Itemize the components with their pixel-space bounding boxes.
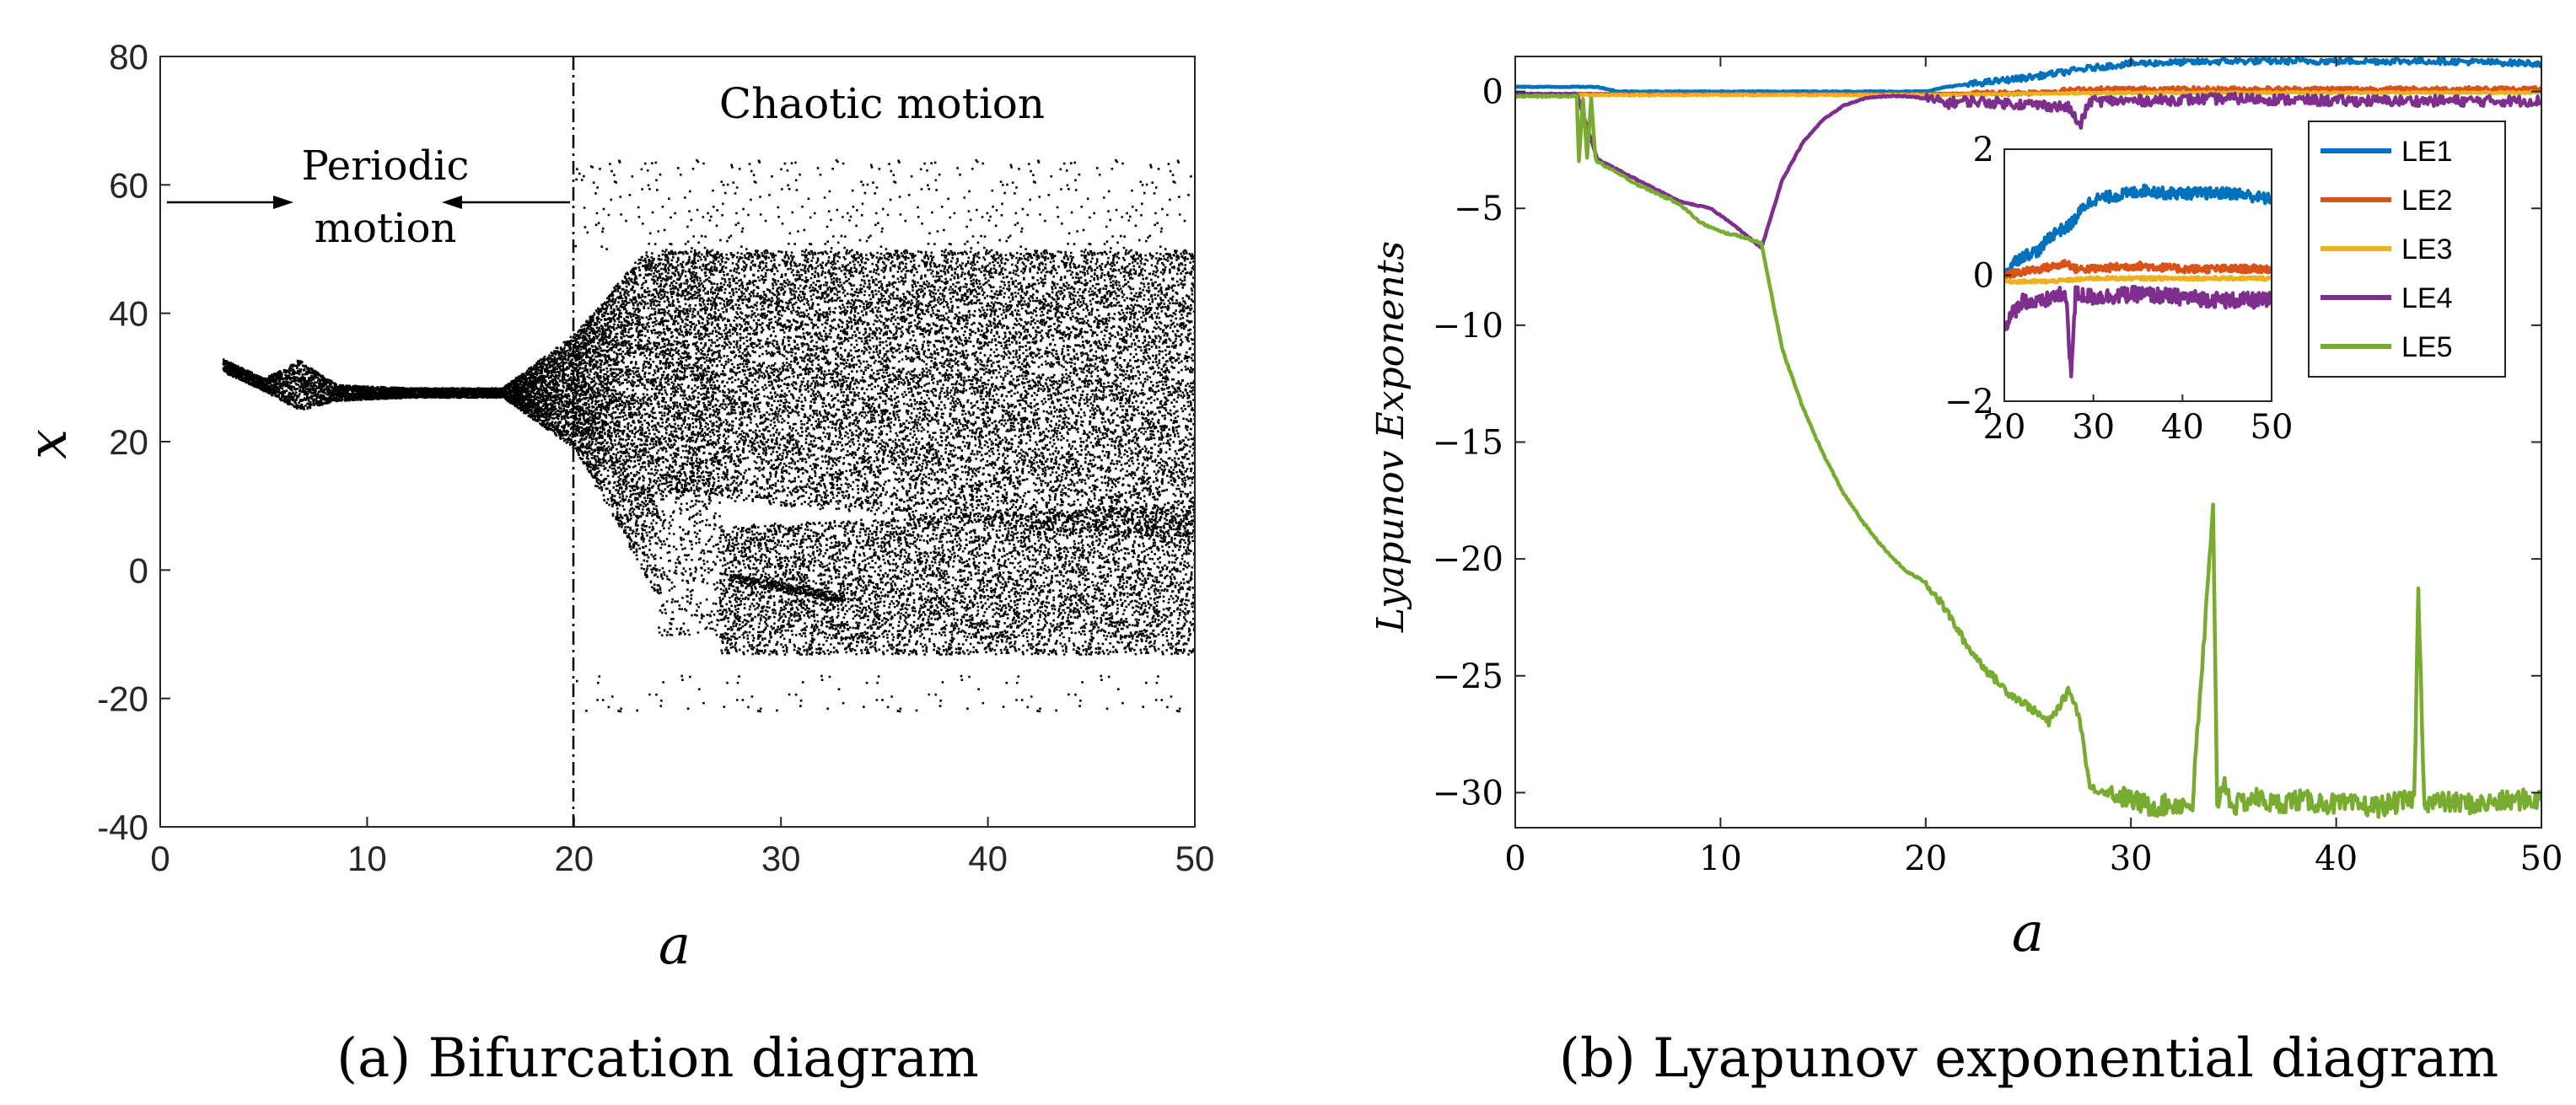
- lyapunov-diagram: 0 10 20 30 40 50−30−25−20−15−10−50 20 30 40 50−2…: [1369, 56, 2563, 964]
- y-axis-label: x: [17, 429, 79, 459]
- x-tick-label: 20: [554, 839, 594, 878]
- axes-box: [1514, 56, 2542, 829]
- bifurcation-diagram: 0 10 20 30 40 50 -40 -20 0 20 40 60 80 Periodic moti…: [17, 37, 1214, 977]
- legend-label: LE4: [2401, 282, 2453, 314]
- x-tick-label: 30: [2110, 839, 2153, 878]
- inset-x-tick-label: 30: [2072, 408, 2115, 447]
- annotation-chaotic: Chaotic motion: [719, 79, 1045, 128]
- series-line-le5: [1515, 93, 2541, 819]
- scatter-points: [222, 158, 1195, 713]
- y-tick-label: 0: [1482, 73, 1503, 112]
- lyapunov-series: [1515, 56, 2541, 819]
- inset-line-le4: [2004, 284, 2272, 378]
- series-line-le1: [1515, 56, 2541, 94]
- y-tick-label: 0: [129, 550, 148, 590]
- legend: LE1 LE2 LE3 LE4 LE5: [2308, 121, 2506, 378]
- inset-y-tick-label: −2: [1944, 383, 1994, 421]
- inset-x-tick-label: 50: [2251, 408, 2294, 447]
- inset-series: [2004, 183, 2272, 401]
- inset-box: [2003, 148, 2272, 402]
- bifurcation-points: [222, 158, 1195, 713]
- inset-y-tick-label: 0: [1973, 257, 1994, 296]
- x-axis-label: a: [659, 915, 691, 977]
- inset-plot: 20 30 40 50 −2 0 2: [1944, 131, 2293, 447]
- caption-a: (a) Bifurcation diagram: [336, 1027, 979, 1090]
- x-tick-label: 50: [1175, 839, 1215, 878]
- y-tick-label: −10: [1433, 307, 1503, 346]
- inset-y-tick-label: 2: [1973, 131, 1994, 169]
- y-axis-label: Lyapunov Exponents: [1369, 241, 1412, 633]
- arrow-right-head: [273, 196, 293, 209]
- legend-items: LE1 LE2 LE3 LE4 LE5: [2321, 136, 2453, 363]
- inset-line-le1: [2004, 183, 2272, 279]
- inset-x-tick-label: 20: [1983, 408, 2026, 447]
- series-line-le3: [1515, 89, 2541, 98]
- inset-line-le2: [2004, 259, 2272, 280]
- periodic-arrows: [167, 196, 570, 209]
- y-tick-label: 20: [109, 422, 148, 462]
- y-tick-label: −20: [1433, 540, 1503, 579]
- x-tick-label: 10: [1699, 839, 1742, 878]
- y-tick-label: −25: [1433, 657, 1503, 696]
- series-line-le4: [1515, 91, 2541, 250]
- arrow-left-head: [442, 196, 462, 209]
- axes-box: [159, 56, 1196, 828]
- y-tick-label: −30: [1433, 774, 1503, 813]
- caption-b-text: Lyapunov exponential diagram: [1636, 1027, 2498, 1090]
- y-tick-label: 40: [109, 294, 148, 334]
- x-tick-label: 50: [2520, 839, 2563, 878]
- legend-label: LE1: [2401, 136, 2453, 168]
- axis-ticks: 0 10 20 30 40 50 -40 -20 0 20 40 60 80: [97, 37, 1214, 878]
- inset-line-le3: [2004, 275, 2272, 286]
- x-tick-label: 0: [150, 839, 169, 878]
- legend-label: LE3: [2401, 233, 2453, 266]
- y-tick-label: −5: [1454, 190, 1503, 228]
- axis-ticks: 0 10 20 30 40 50−30−25−20−15−10−50: [1433, 56, 2563, 878]
- y-tick-label: -20: [97, 679, 148, 719]
- x-tick-label: 10: [347, 839, 387, 878]
- x-axis-label: a: [2012, 902, 2044, 964]
- annotation-periodic-line2: motion: [315, 205, 457, 252]
- inset-x-tick-label: 40: [2161, 408, 2204, 447]
- x-tick-label: 40: [2315, 839, 2358, 878]
- y-tick-label: −15: [1433, 424, 1503, 463]
- caption-a-text: Bifurcation diagram: [411, 1027, 979, 1090]
- legend-label: LE2: [2401, 185, 2453, 217]
- x-tick-label: 30: [761, 839, 801, 878]
- caption-b-label: (b): [1559, 1027, 1636, 1090]
- y-tick-label: 60: [109, 165, 148, 205]
- inset-ticks: 20 30 40 50 −2 0 2: [1944, 131, 2293, 447]
- y-tick-label: 80: [109, 37, 148, 77]
- caption-b: (b) Lyapunov exponential diagram: [1559, 1027, 2498, 1090]
- x-tick-label: 20: [1904, 839, 1947, 878]
- legend-label: LE5: [2401, 331, 2453, 363]
- annotation-periodic-line1: Periodic: [302, 142, 470, 190]
- x-tick-label: 0: [1504, 839, 1525, 878]
- y-tick-label: -40: [97, 807, 148, 847]
- caption-a-label: (a): [336, 1027, 411, 1090]
- x-tick-label: 40: [968, 839, 1008, 878]
